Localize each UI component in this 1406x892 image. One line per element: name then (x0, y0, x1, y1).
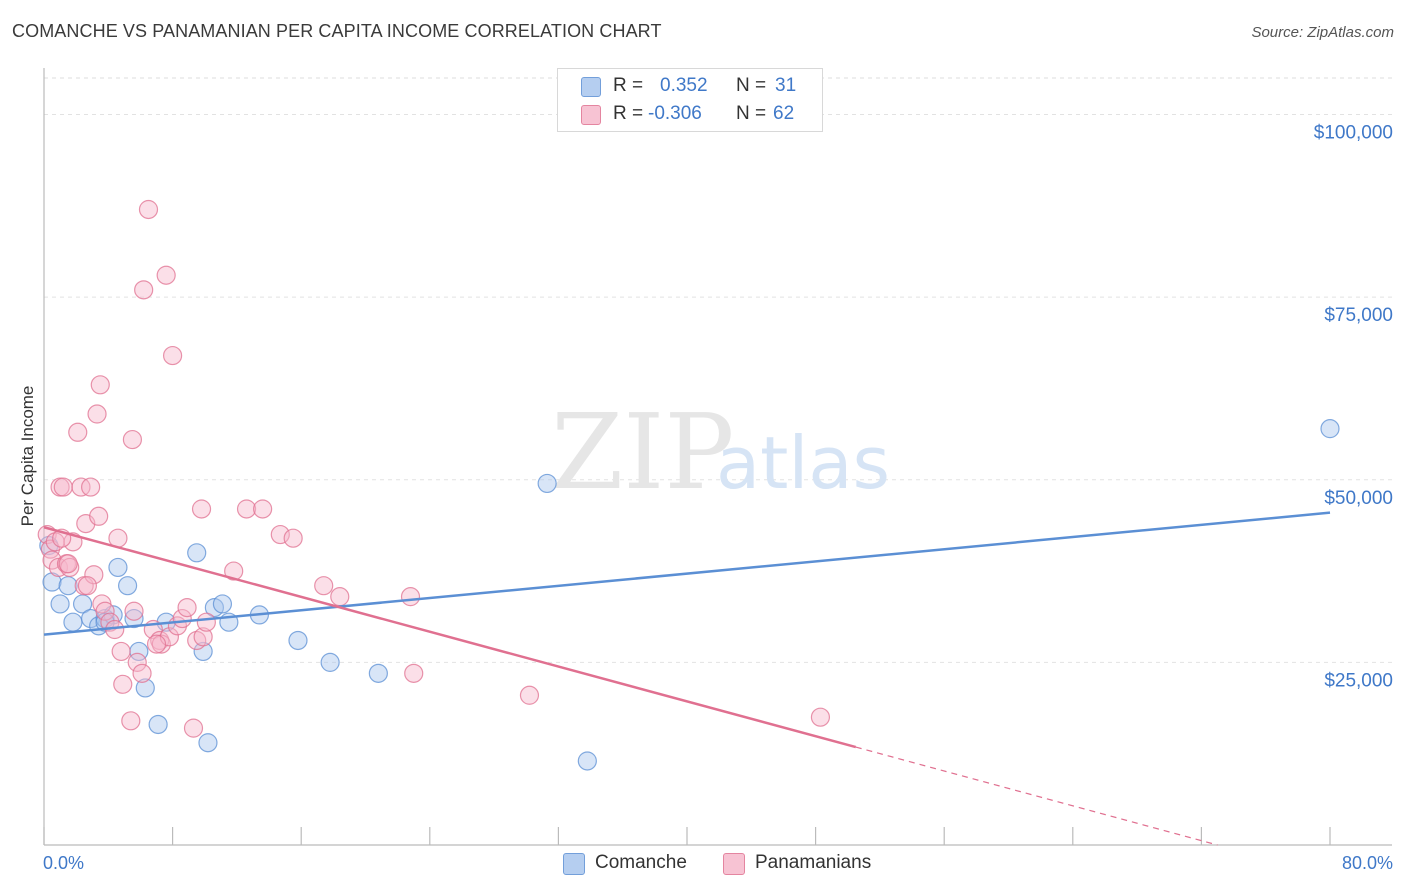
panamanians-point (132, 663, 152, 683)
panamanians-point (77, 576, 98, 596)
watermark-zip: ZIP (551, 391, 734, 513)
legend-swatch-comanche (581, 77, 601, 97)
panamanians-point (58, 554, 78, 574)
x-tick-label: 80.0% (1342, 853, 1393, 873)
panamanians-point (138, 199, 159, 220)
comanche-point (63, 612, 83, 632)
panamanians-point (224, 561, 244, 581)
panamanians-point (519, 685, 540, 705)
comanche-point (50, 594, 70, 614)
panamanians-point (90, 375, 110, 395)
panamanians-point (121, 711, 141, 731)
panamanians-point (89, 506, 109, 526)
panamanians-point (95, 601, 115, 621)
panamanians-point (111, 641, 131, 662)
panamanians-point (177, 597, 197, 618)
panamanians-point (151, 634, 171, 654)
panamanians-point (253, 499, 273, 519)
panamanians-point (810, 707, 831, 727)
panamanians-point (42, 550, 62, 570)
comanche-point (1320, 419, 1340, 439)
comanche-point (212, 594, 233, 614)
comanche-point (117, 576, 138, 596)
panamanians-point (146, 634, 167, 654)
legend-r-value: -0.306 (648, 103, 702, 124)
panamanians-point (193, 627, 213, 647)
comanche-point (58, 576, 78, 596)
legend-r-value: 0.352 (660, 75, 708, 96)
panamanians-point (81, 477, 101, 497)
legend-row-comanche: R = 0.352 N = 31 (558, 72, 820, 100)
y-tick-label: $75,000 (1324, 305, 1393, 326)
comanche-point (198, 733, 218, 753)
panamanians-point (156, 265, 176, 285)
comanche-point (187, 543, 207, 563)
panamanians-trend-extension (855, 746, 1218, 846)
legend-n-value: 62 (773, 103, 795, 124)
panamanians-point (270, 524, 290, 545)
series-swatch-comanche (563, 853, 585, 875)
comanche-point (124, 608, 144, 629)
panamanians-point (53, 477, 73, 497)
legend-n-value: 31 (775, 75, 797, 96)
panamanians-point (404, 663, 424, 683)
legend-r-label: R = (613, 75, 644, 96)
panamanians-point (330, 587, 350, 607)
panamanians-point (122, 429, 143, 450)
panamanians-point (191, 499, 212, 519)
watermark-atlas: atlas (716, 421, 890, 505)
legend-swatch-panamanians (581, 105, 601, 125)
legend-r-label: R = (613, 103, 644, 124)
comanche-point (537, 473, 557, 494)
comanche-point (193, 641, 213, 662)
comanche-point (95, 612, 115, 632)
panamanians-point (87, 404, 107, 424)
legend-n-label: N = (736, 75, 767, 96)
stats-legend: R = 0.352 N = 31 R = -0.306 N = 62 (557, 68, 823, 132)
panamanians-point (400, 587, 421, 607)
panamanians-point (124, 601, 144, 621)
chart-source: Source: ZipAtlas.com (1251, 24, 1394, 41)
panamanians-point (183, 718, 204, 738)
y-tick-label: $50,000 (1324, 488, 1393, 509)
panamanians-point (71, 477, 91, 497)
series-swatch-panamanians (723, 853, 745, 875)
panamanians-point (163, 345, 183, 366)
y-tick-label: $25,000 (1324, 670, 1393, 691)
panamanians-point (113, 674, 133, 694)
comanche-point (135, 678, 155, 698)
x-tick-label: 0.0% (43, 853, 84, 873)
comanche-trend-line (43, 511, 1331, 636)
comanche-point (368, 663, 388, 683)
legend-n-label: N = (736, 103, 767, 124)
panamanians-trend-line (43, 526, 857, 749)
series-label-comanche: Comanche (595, 852, 687, 873)
panamanians-point (283, 528, 303, 548)
panamanians-point (196, 612, 216, 632)
chart-title: COMANCHE VS PANAMANIAN PER CAPITA INCOME… (12, 21, 662, 41)
comanche-point (577, 751, 597, 771)
comanche-point (108, 557, 128, 578)
comanche-point (320, 652, 340, 672)
y-tick-label: $100,000 (1314, 123, 1393, 144)
panamanians-point (127, 652, 147, 672)
comanche-point (148, 714, 168, 735)
panamanians-point (84, 565, 104, 585)
panamanians-point (187, 630, 207, 651)
panamanians-point (314, 576, 334, 596)
panamanians-point (134, 280, 154, 300)
panamanians-point (68, 422, 88, 442)
comanche-point (288, 630, 308, 651)
legend-row-panamanians: R = -0.306 N = 62 (558, 100, 820, 128)
series-label-panamanians: Panamanians (755, 852, 872, 873)
panamanians-point (236, 499, 257, 519)
